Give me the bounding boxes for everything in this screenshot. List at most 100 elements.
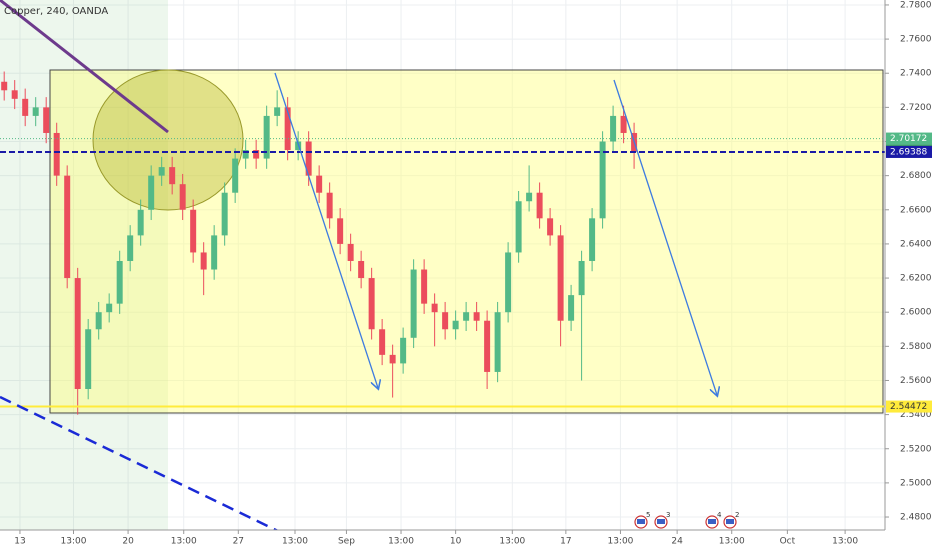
x-tick-label: 13:00 [61, 537, 87, 547]
candle-body [232, 158, 239, 193]
price-lines [0, 138, 885, 408]
candle-body [557, 235, 564, 321]
candle-body [211, 235, 218, 270]
candle-body [316, 175, 323, 193]
candle-body [347, 243, 354, 261]
x-tick-label: 13:00 [832, 537, 858, 547]
candle-body [368, 278, 375, 330]
time-axis [0, 530, 885, 550]
candle-body [389, 354, 396, 364]
y-tick-label: 2.74000 [900, 69, 932, 79]
y-tick-label: 2.52000 [900, 444, 932, 454]
candle-body [169, 167, 176, 185]
x-tick-label: 13:00 [607, 537, 633, 547]
event-count: 3 [666, 511, 670, 519]
y-tick-label: 2.58000 [900, 342, 932, 352]
y-tick-label: 2.56000 [900, 376, 932, 386]
y-tick-label: 2.68000 [900, 171, 932, 181]
candle-body [589, 218, 596, 261]
event-count: 2 [735, 511, 739, 519]
y-tick-label: 2.62000 [900, 274, 932, 284]
candle-body [305, 141, 312, 176]
candle-body [64, 175, 71, 279]
candle-body [431, 303, 438, 313]
event-flag [708, 519, 716, 524]
x-tick-label: 24 [671, 537, 683, 547]
candle-body [494, 312, 501, 372]
candle-body [43, 107, 50, 133]
candle-body [337, 218, 344, 244]
price-axis [885, 0, 932, 550]
candle-body [578, 260, 585, 296]
x-tick-label: 17 [560, 537, 571, 547]
x-tick-label: 13:00 [282, 537, 308, 547]
candle-body [452, 320, 459, 330]
y-tick-label: 2.76000 [900, 35, 932, 45]
candle-body [410, 269, 417, 338]
candle-body [127, 235, 134, 261]
x-tick-label: 20 [122, 537, 134, 547]
x-tick-label: 13:00 [499, 537, 525, 547]
x-tick-label: Oct [780, 537, 796, 547]
x-tick-label: 10 [450, 537, 462, 547]
price-label: 2.69388 [890, 147, 927, 157]
candle-body [463, 312, 470, 321]
candle-body [620, 115, 627, 133]
candle-body [568, 295, 575, 321]
candle-body [536, 192, 543, 219]
candle-body [379, 329, 386, 355]
range-rectangle [49, 69, 884, 414]
candle-body [1, 81, 8, 91]
candle-body [515, 201, 522, 253]
x-tick-label: 13:00 [719, 537, 745, 547]
trend-line [0, 0, 169, 134]
candle-body [53, 132, 60, 176]
candle-body [253, 150, 260, 159]
candle-body [484, 320, 491, 372]
candle-body [190, 209, 197, 253]
y-tick-label: 2.60000 [900, 308, 932, 318]
candle-body [284, 107, 291, 151]
x-tick-label: 13:00 [171, 537, 197, 547]
x-tick-label: 13 [14, 537, 25, 547]
shaded-range [0, 0, 168, 530]
candle-body [74, 278, 81, 390]
event-flag [637, 519, 645, 524]
candle-body [32, 107, 39, 116]
candle-body [242, 150, 249, 159]
x-tick-label: 27 [233, 537, 244, 547]
ellipse [92, 69, 244, 211]
candle-body [421, 269, 428, 304]
x-tick-label: 13:00 [388, 537, 414, 547]
x-tick-label: Sep [338, 537, 355, 547]
candle-body [116, 260, 123, 304]
price-label: 2.54472 [890, 402, 927, 412]
price-label-box [886, 400, 932, 413]
candle-body [148, 175, 155, 210]
candle-body [473, 312, 480, 321]
axes: 2.48000 2.50000 2.52000 2.54000 2.56000 2.580… [14, 0, 932, 547]
candle-body [358, 260, 365, 279]
event-count: 5 [646, 511, 650, 519]
candle-body [326, 192, 333, 219]
candle-body [442, 312, 449, 330]
price-label-box [886, 132, 932, 145]
y-tick-label: 2.72000 [900, 103, 932, 113]
candle-body [158, 167, 165, 176]
arrow [274, 72, 378, 388]
candle-body [400, 337, 407, 364]
y-tick-label: 2.78000 [900, 0, 932, 10]
y-tick-label: 2.66000 [900, 205, 932, 215]
dashed-trend-line [0, 395, 283, 535]
candle-body [85, 329, 92, 390]
event-count: 4 [717, 511, 722, 519]
candle-body [274, 107, 281, 116]
candle-body [22, 98, 29, 116]
candle-body [526, 192, 533, 202]
candle-body [221, 192, 228, 236]
price-label: 2.70172 [890, 134, 927, 144]
price-label-box [886, 145, 932, 158]
event-flag [726, 519, 734, 524]
